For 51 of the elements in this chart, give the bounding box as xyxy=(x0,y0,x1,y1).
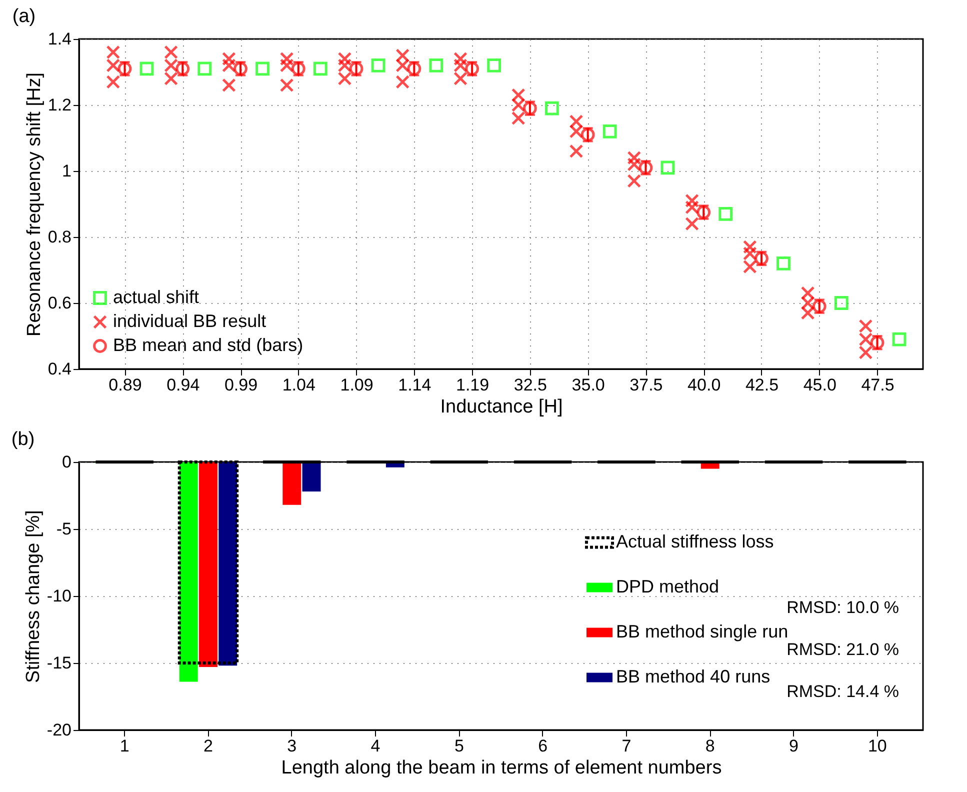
y-tick-label: 1.2 xyxy=(48,96,72,114)
x-tick-label: 9 xyxy=(789,736,798,756)
legend-label: BB method 40 runs xyxy=(616,666,770,686)
y-tick-label: -5 xyxy=(56,520,72,538)
legend-label: DPD method xyxy=(616,576,720,596)
legend-label: Actual stiffness loss xyxy=(616,532,774,552)
legend-label: individual BB result xyxy=(113,311,266,331)
y-tick-label: 1 xyxy=(62,162,72,180)
y-tick-label: 0.8 xyxy=(48,228,72,246)
y-tick-label: 0 xyxy=(62,452,72,472)
x-tick-label: 32.5 xyxy=(514,376,547,394)
x-tick-label: 1.09 xyxy=(340,376,374,394)
x-tick-label: 37.5 xyxy=(630,376,663,394)
x-tick-label: 0.99 xyxy=(224,376,258,394)
x-tick-label: 40.0 xyxy=(688,376,721,394)
x-tick-label: 45.0 xyxy=(803,376,836,394)
legend-label: actual shift xyxy=(113,287,200,307)
x-tick-label: 5 xyxy=(454,736,464,756)
x-tick-label: 1.14 xyxy=(398,376,432,394)
x-tick-label: 7 xyxy=(622,736,632,756)
x-tick-label: 0.89 xyxy=(108,376,142,394)
chart-title: (a) xyxy=(12,6,36,27)
x-tick-label: 8 xyxy=(705,736,715,756)
x-tick-label: 35.0 xyxy=(572,376,605,394)
y-tick-label: 1.4 xyxy=(48,30,72,48)
x-axis-title: Inductance [H] xyxy=(440,396,563,418)
x-tick-label: 1.04 xyxy=(282,376,316,394)
legend-label: BB method single run xyxy=(616,622,788,642)
y-axis-title: Resonance frequency shift [Hz] xyxy=(24,72,45,337)
x-tick-label: 1 xyxy=(120,736,130,756)
x-tick-label: 6 xyxy=(538,736,548,756)
legend-label: BB mean and std (bars) xyxy=(113,335,304,355)
y-tick-label: -15 xyxy=(46,654,72,672)
y-tick-label: -20 xyxy=(46,720,72,740)
annotation: RMSD: 21.0 % xyxy=(786,640,899,659)
x-tick-label: 0.94 xyxy=(166,376,200,394)
x-tick-label: 1.19 xyxy=(456,376,490,394)
y-axis-title: Stiffness change [%] xyxy=(22,510,44,683)
y-tick-label: 0.4 xyxy=(48,360,72,378)
x-tick-label: 4 xyxy=(370,736,380,756)
x-tick-label: 3 xyxy=(287,736,297,756)
x-tick-label: 42.5 xyxy=(745,376,779,394)
y-tick-label: 0.6 xyxy=(48,294,72,312)
x-tick-label: 47.5 xyxy=(861,376,894,394)
chart-title: (b) xyxy=(11,429,35,450)
annotation: RMSD: 10.0 % xyxy=(786,598,899,617)
x-axis-title: Length along the beam in terms of element numbers xyxy=(281,758,722,778)
annotation: RMSD: 14.4 % xyxy=(786,682,899,701)
y-tick-label: -10 xyxy=(46,586,72,606)
x-tick-label: 2 xyxy=(204,736,213,756)
x-tick-label: 10 xyxy=(868,736,887,756)
